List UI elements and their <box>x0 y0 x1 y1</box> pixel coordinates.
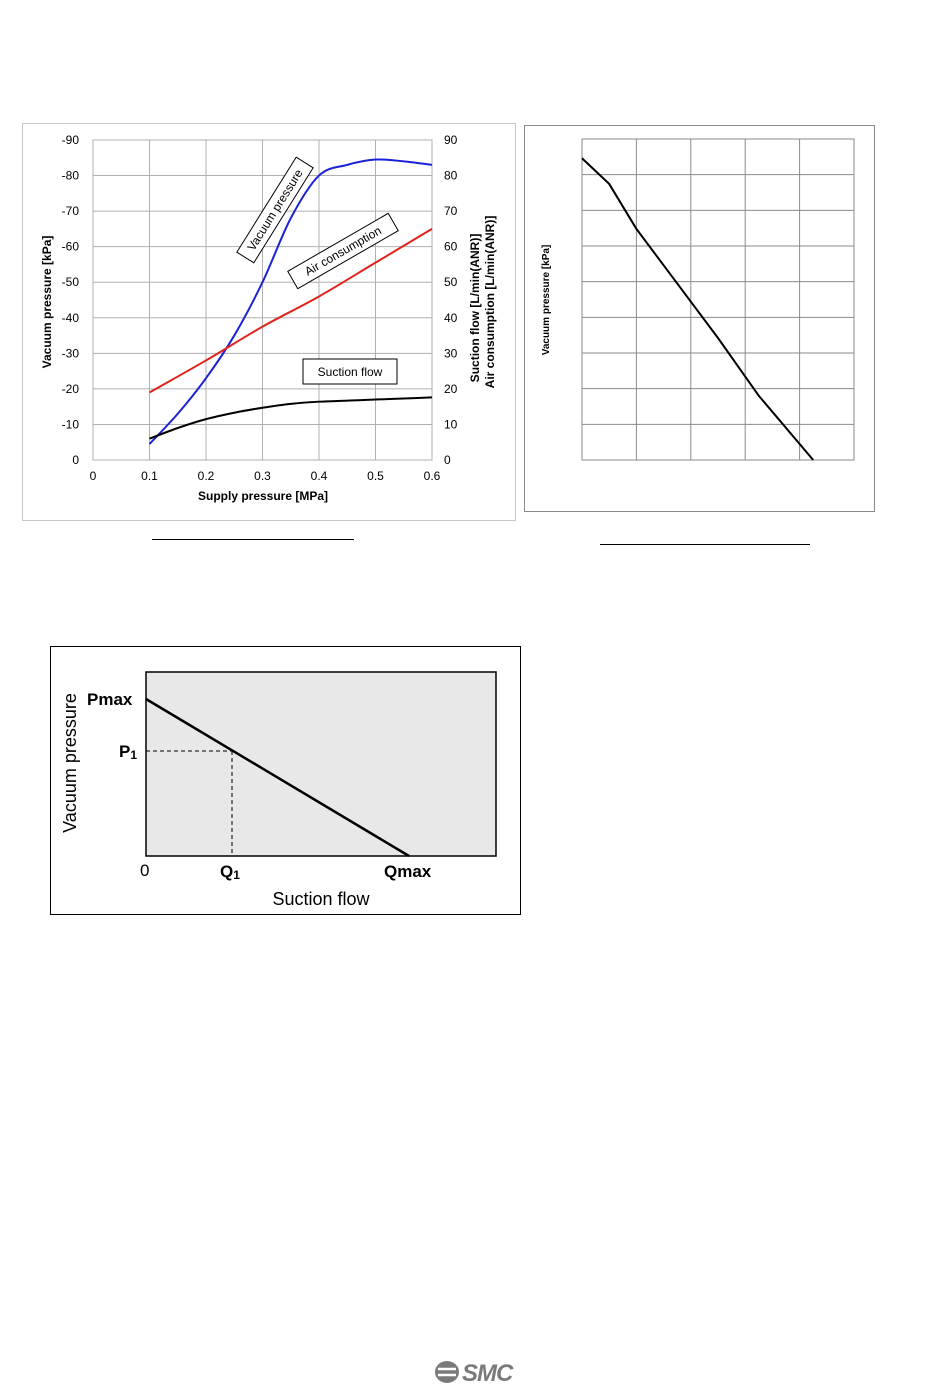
y-right-tick-label: 40 <box>444 311 458 325</box>
y-left-tick-label: -40 <box>62 311 80 325</box>
p1-label-sub: 1 <box>130 748 137 762</box>
p1-label-main: P <box>119 742 130 761</box>
pmax-label: Pmax <box>87 690 133 709</box>
y-right-tick-label: 30 <box>444 346 458 360</box>
supply-pressure-chart: 0 0.1 0.2 0.3 0.4 0.5 0.6 0 0 -10 10 -20 20 -30 30 -40 4… <box>22 123 516 521</box>
q1-label-main: Q <box>220 862 233 881</box>
y-axis-right-label-air: Air consumption [L/min(ANR)] <box>483 216 497 389</box>
schematic-characteristic-line <box>145 697 410 858</box>
y-left-tick-label: -60 <box>62 240 80 254</box>
flow-characteristics-chart: Vacuum pressure [kPa] <box>524 125 875 512</box>
y-left-tick-label: -10 <box>62 417 80 431</box>
y-right-tick-label: 0 <box>444 453 451 467</box>
y-right-tick-label: 80 <box>444 169 458 183</box>
y-axis-right-label-suction: Suction flow [L/min(ANR)] <box>468 234 482 383</box>
y-right-tick-label: 60 <box>444 240 458 254</box>
y-left-tick-label: -80 <box>62 169 80 183</box>
suction-flow-annotation: Suction flow <box>302 358 398 385</box>
suction-flow-annotation-text: Suction flow <box>318 365 383 379</box>
schematic-y-label: Vacuum pressure <box>60 693 80 833</box>
series-line-vacuum-pressure <box>148 158 433 445</box>
y-right-tick-label: 70 <box>444 204 458 218</box>
schematic-flow-chart: Pmax P1 0 Q1 Qmax Suction flow Vacuum pr… <box>50 646 521 915</box>
y-right-tick-label: 50 <box>444 275 458 289</box>
flow-characteristics-chart-svg: Vacuum pressure [kPa] <box>541 138 855 461</box>
x-tick-label: 0.6 <box>424 469 441 483</box>
smc-logo-icon <box>435 1361 459 1383</box>
q1-label: Q1 <box>220 862 240 882</box>
y-axis-left-label: Vacuum pressure [kPa] <box>40 236 54 369</box>
y-left-tick-label: -70 <box>62 204 80 218</box>
q1-label-sub: 1 <box>233 868 240 882</box>
x-tick-label: 0.2 <box>198 469 215 483</box>
x-tick-label: 0.1 <box>141 469 158 483</box>
y-left-tick-label: -30 <box>62 346 80 360</box>
smc-logo: SMC <box>432 1356 522 1388</box>
zero-label: 0 <box>140 861 149 880</box>
series-line-vacuum-pressure <box>581 157 814 461</box>
schematic-flow-chart-svg: Pmax P1 0 Q1 Qmax Suction flow Vacuum pr… <box>60 671 497 909</box>
schematic-plot-area <box>145 671 497 857</box>
schematic-x-label: Suction flow <box>272 889 370 909</box>
y-left-tick-label: 0 <box>72 453 79 467</box>
panel2-caption-line <box>600 544 810 545</box>
supply-pressure-chart-svg: 0 0.1 0.2 0.3 0.4 0.5 0.60 0-10 10-20 20-30 30-40 4… <box>40 133 497 503</box>
qmax-label: Qmax <box>384 862 432 881</box>
panel1-caption-line <box>152 539 354 540</box>
plot-frame <box>581 138 855 461</box>
smc-logo-text: SMC <box>462 1360 514 1387</box>
y-right-tick-label: 20 <box>444 382 458 396</box>
x-tick-label: 0 <box>90 469 97 483</box>
series-line-air-consumption <box>149 228 433 394</box>
vacuum-pressure-annotation-text: Vacuum pressure <box>244 167 305 254</box>
y-left-tick-label: -90 <box>62 133 80 147</box>
y-right-tick-label: 10 <box>444 417 458 431</box>
x-axis-label: Supply pressure [MPa] <box>198 489 328 503</box>
series-line-suction-flow <box>149 396 433 440</box>
x-tick-label: 0.5 <box>367 469 384 483</box>
x-tick-label: 0.4 <box>311 469 328 483</box>
p1-label: P1 <box>119 742 137 762</box>
air-consumption-annotation-text: Air consumption <box>302 223 384 278</box>
y-left-tick-label: -50 <box>62 275 80 289</box>
air-consumption-annotation: Air consumption <box>287 212 399 290</box>
y-left-tick-label: -20 <box>62 382 80 396</box>
y-axis-label: Vacuum pressure [kPa] <box>541 245 552 356</box>
y-right-tick-label: 90 <box>444 133 458 147</box>
x-tick-label: 0.3 <box>254 469 271 483</box>
